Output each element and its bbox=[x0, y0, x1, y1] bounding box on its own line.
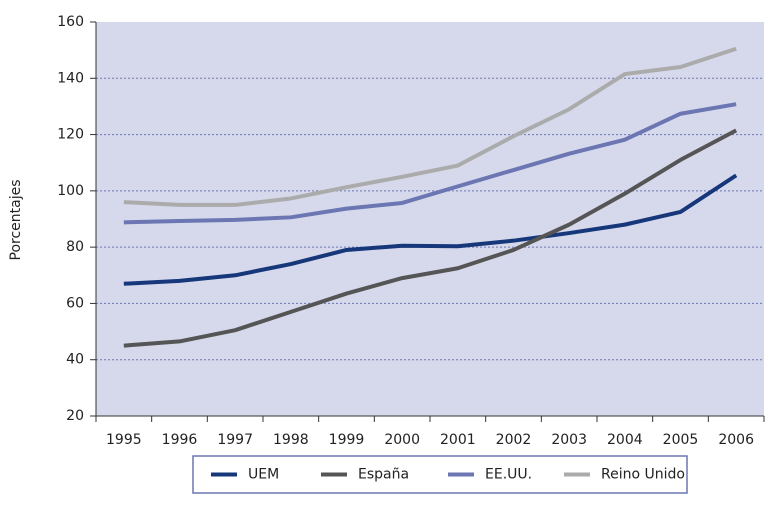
y-tick-label: 160 bbox=[57, 14, 84, 30]
x-tick-label: 2003 bbox=[551, 432, 587, 448]
series-line bbox=[123, 102, 737, 225]
x-tick-label: 2006 bbox=[718, 432, 754, 448]
legend-label: EE.UU. bbox=[485, 467, 532, 483]
x-tick-label: 2002 bbox=[496, 432, 532, 448]
y-tick-label: 100 bbox=[57, 183, 84, 199]
x-tick-label: 1997 bbox=[217, 432, 253, 448]
x-tick-label: 1999 bbox=[329, 432, 365, 448]
series-line bbox=[123, 173, 738, 286]
x-tick-label: 1998 bbox=[273, 432, 309, 448]
y-tick-label: 120 bbox=[57, 127, 84, 143]
x-tick-label: 1995 bbox=[106, 432, 142, 448]
y-tick-label: 60 bbox=[66, 295, 84, 311]
x-tick-label: 2001 bbox=[440, 432, 476, 448]
legend: UEM España EE.UU. Reino Unido bbox=[192, 455, 688, 494]
x-tick-label: 2004 bbox=[607, 432, 643, 448]
y-tick-label: 140 bbox=[57, 70, 84, 86]
series-line bbox=[123, 128, 738, 348]
x-tick-label: 2000 bbox=[384, 432, 420, 448]
y-tick-label: 80 bbox=[66, 239, 84, 255]
series-line bbox=[123, 46, 737, 207]
legend-box bbox=[192, 455, 688, 494]
y-tick-label: 40 bbox=[66, 352, 84, 368]
x-tick-label: 2005 bbox=[663, 432, 699, 448]
legend-label: Reino Unido bbox=[601, 467, 685, 483]
x-tick-label: 1996 bbox=[162, 432, 198, 448]
y-axis-label: Porcentajes bbox=[8, 179, 24, 260]
legend-label: España bbox=[358, 467, 409, 483]
y-tick-label: 20 bbox=[66, 408, 84, 424]
legend-label: UEM bbox=[248, 467, 279, 483]
